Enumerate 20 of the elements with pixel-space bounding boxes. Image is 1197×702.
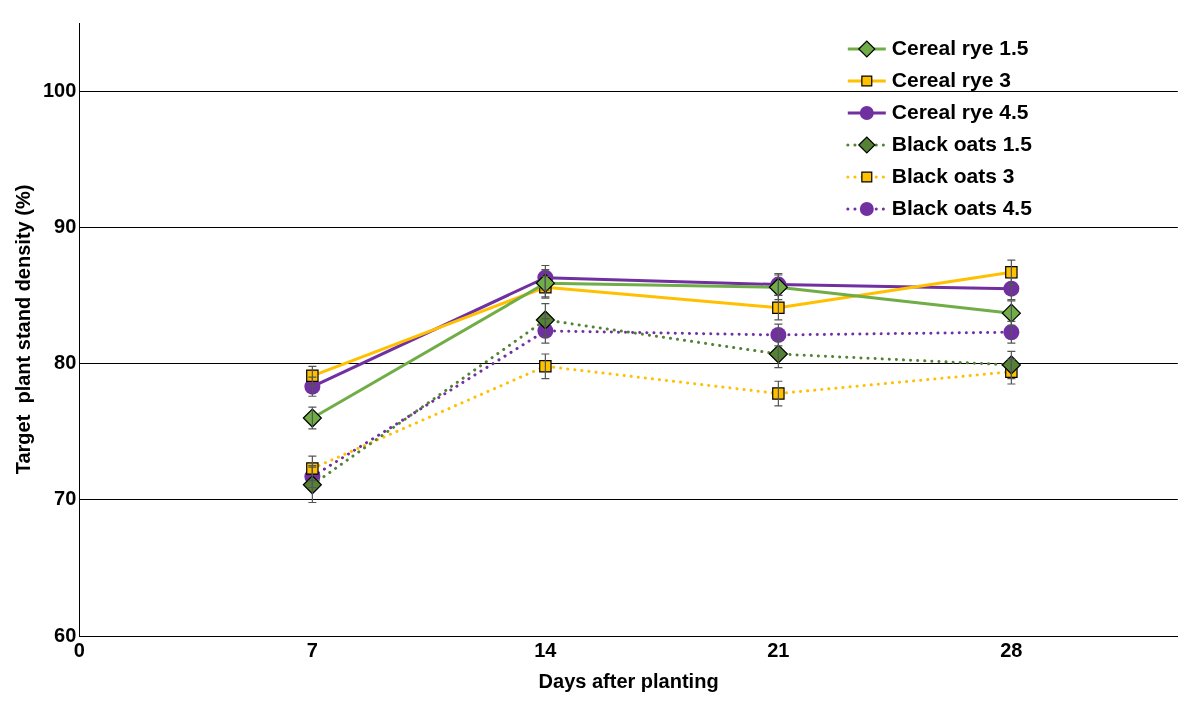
y-axis-title: Target plant stand density (%) <box>11 184 34 475</box>
point <box>772 387 785 400</box>
legend-label: Black oats 1.5 <box>891 131 1033 155</box>
legend-label: Cereal rye 4.5 <box>891 99 1029 123</box>
legend-label: Black oats 4.5 <box>891 195 1033 219</box>
x-tick-label: 7 <box>306 638 318 661</box>
legend-label: Cereal rye 1.5 <box>891 35 1029 59</box>
point <box>302 408 322 428</box>
point <box>539 360 552 373</box>
x-tick-label: 28 <box>1000 638 1023 661</box>
y-tick-label: 100 <box>42 78 77 101</box>
point <box>772 301 785 314</box>
y-tick-label: 90 <box>54 214 77 237</box>
x-tick-label: 21 <box>767 638 790 661</box>
legend-label: Black oats 3 <box>891 163 1015 187</box>
x-tick-label: 14 <box>534 638 558 661</box>
y-tick-label: 70 <box>54 487 77 510</box>
legend-label: Cereal rye 3 <box>891 67 1011 91</box>
x-axis-title: Days after planting <box>538 669 719 692</box>
y-tick-label: 80 <box>54 351 77 374</box>
